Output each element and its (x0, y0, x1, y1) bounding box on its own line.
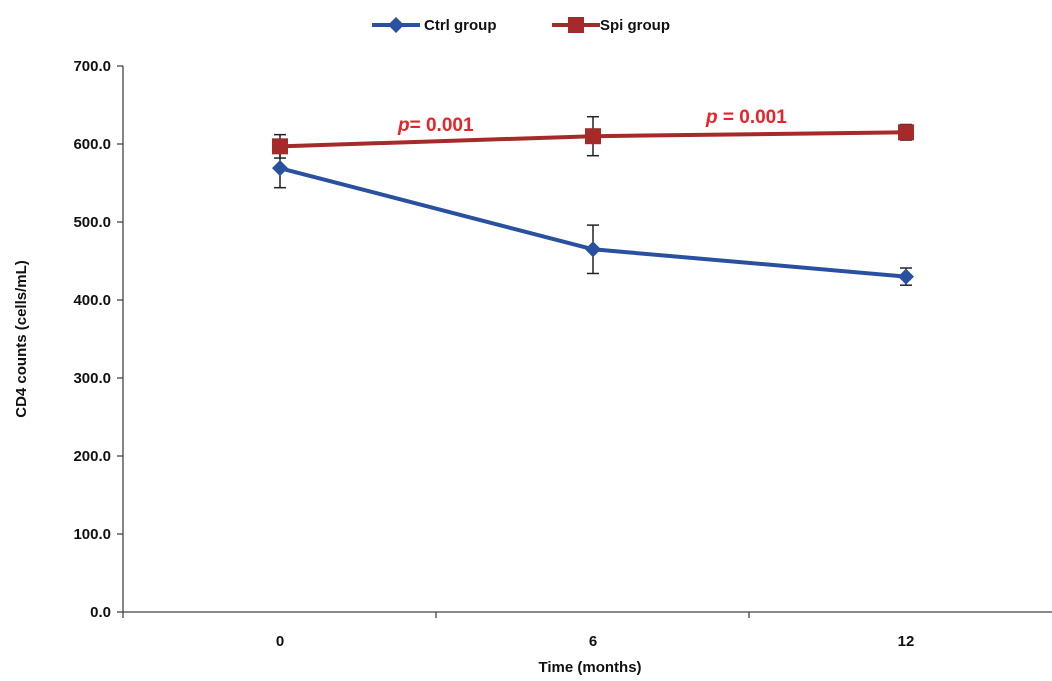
x-axis-title: Time (months) (538, 659, 641, 676)
data-point (898, 268, 914, 285)
legend-square-marker (568, 17, 584, 33)
data-point (272, 138, 288, 155)
data-point (585, 128, 601, 145)
series-spi (272, 115, 914, 159)
y-tick-label: 0.0 (90, 604, 111, 621)
data-point (272, 160, 288, 177)
y-tick-label: 200.0 (73, 448, 111, 465)
p-value-annotation: p = 0.001 (705, 107, 787, 128)
y-tick-label: 700.0 (73, 58, 111, 75)
legend-item: Spi group (552, 17, 670, 34)
y-tick-label: 600.0 (73, 136, 111, 153)
p-symbol: p (397, 115, 410, 136)
legend: Ctrl group Spi group (372, 17, 670, 34)
legend-label: Spi group (600, 17, 670, 34)
y-tick-label: 100.0 (73, 526, 111, 543)
axes (122, 66, 1052, 613)
x-tick-label: 6 (589, 633, 597, 650)
y-tick-label: 300.0 (73, 370, 111, 387)
y-tick-label: 500.0 (73, 214, 111, 231)
p-value-annotation: p= 0.001 (397, 115, 474, 136)
p-symbol: p (705, 107, 718, 128)
legend-item: Ctrl group (372, 17, 497, 34)
y-ticks: 0.0 100.0 200.0 300.0 400.0 500.0 600.0 700.0 (73, 58, 123, 621)
p-value-text: = 0.001 (410, 115, 474, 136)
data-point (898, 124, 914, 141)
y-axis-title: CD4 counts (cells/mL) (13, 260, 30, 418)
x-ticks: 0 6 12 (122, 612, 915, 650)
legend-label: Ctrl group (424, 17, 497, 34)
series-layer (272, 115, 914, 286)
p-value-text: = 0.001 (718, 107, 788, 128)
legend-diamond-marker (388, 17, 404, 33)
x-tick-label: 12 (898, 633, 915, 650)
annotations: p= 0.001 p = 0.001 (397, 107, 787, 136)
data-point (585, 241, 601, 258)
x-tick-label: 0 (276, 633, 284, 650)
y-tick-label: 400.0 (73, 292, 111, 309)
series-ctrl (272, 147, 914, 286)
